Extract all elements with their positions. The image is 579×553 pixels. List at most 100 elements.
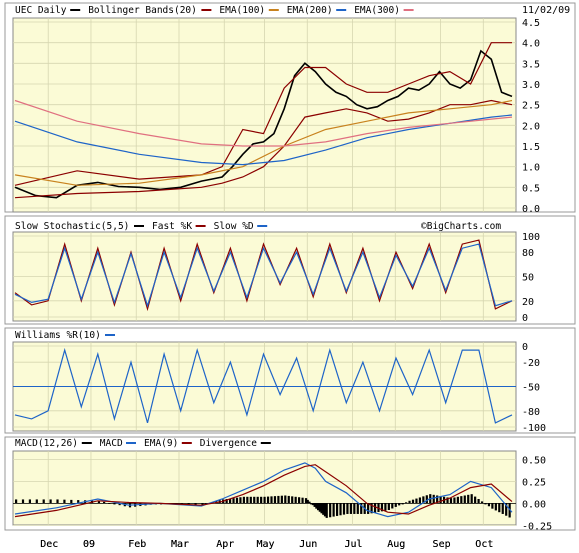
x-tick-8: Aug xyxy=(387,539,405,550)
divergence-bar-15-5 xyxy=(405,502,408,504)
series-line-3-1 xyxy=(14,464,513,518)
x-tick-0: Dec xyxy=(40,539,58,550)
y-tick-0-2: 3.5 xyxy=(522,59,540,70)
legend-label-0-1: Bollinger Bands(20) xyxy=(88,5,197,16)
legend-label-1-0: Slow Stochastic(5,5) xyxy=(15,221,129,232)
y-tick-0-5: 2.0 xyxy=(522,121,540,132)
y-tick-2-2: -50 xyxy=(522,383,540,394)
divergence-bar-8-4 xyxy=(277,495,280,504)
divergence-bar-20-1 xyxy=(494,503,497,511)
divergence-bar-13-4 xyxy=(360,503,363,514)
x-tick-10: Oct xyxy=(475,539,493,550)
watermark: ©BigCharts.com xyxy=(421,221,501,232)
divergence-bar-12-0 xyxy=(325,503,328,518)
divergence-bar-10-2 xyxy=(308,501,311,504)
divergence-bar-15-2 xyxy=(394,503,397,507)
divergence-bar-10-3 xyxy=(310,503,313,505)
divergence-bar-8-0 xyxy=(263,496,266,504)
divergence-bar-12-1 xyxy=(329,503,332,518)
x-tick-4: Apr xyxy=(216,539,234,550)
divergence-bar-11-3 xyxy=(320,503,323,514)
divergence-bar-18-3 xyxy=(460,496,463,504)
divergence-bar-1-1 xyxy=(63,499,66,504)
series-line-1-0 xyxy=(14,239,513,312)
divergence-bar-16-5 xyxy=(425,495,428,504)
x-tick-6: Jun xyxy=(299,539,317,550)
divergence-bar-11-5 xyxy=(323,503,327,517)
y-tick-1-4: 0 xyxy=(522,313,528,324)
series-line-1-1 xyxy=(14,243,513,308)
divergence-bar-18-1 xyxy=(453,497,456,504)
divergence-bar-1-2 xyxy=(70,499,73,504)
divergence-bar-10-4 xyxy=(311,503,315,506)
divergence-bar-13-1 xyxy=(349,503,352,514)
divergence-bar-6-4 xyxy=(235,497,239,504)
divergence-bar-15-4 xyxy=(401,503,404,505)
divergence-bar-16-1 xyxy=(411,499,415,504)
series-line-0-5 xyxy=(14,99,513,147)
divergence-bar-1-3 xyxy=(77,500,80,504)
legend-label-0-4: EMA(300) xyxy=(354,5,400,16)
divergence-bar-15-0 xyxy=(387,503,390,510)
y-tick-2-1: -20 xyxy=(522,358,540,369)
divergence-bar-16-2 xyxy=(415,498,418,504)
x-tick-2: Feb xyxy=(128,539,146,550)
divergence-bar-15-1 xyxy=(391,503,394,509)
x-tick-2: Feb xyxy=(128,539,146,550)
y-tick-1-3: 20 xyxy=(522,297,534,308)
divergence-bar-13-0 xyxy=(346,503,349,514)
legend-label-3-0: MACD(12,26) xyxy=(15,438,78,449)
y-tick-0-3: 3.0 xyxy=(522,80,540,91)
divergence-bar-19-5 xyxy=(487,503,491,507)
x-tick-1: 09 xyxy=(83,539,95,550)
x-tick-7: Jul xyxy=(345,539,363,550)
divergence-bar-0-1 xyxy=(21,499,25,504)
divergence-bar-17-2 xyxy=(436,495,439,504)
divergence-bar-9-2 xyxy=(291,496,294,504)
x-tick-10: Oct xyxy=(475,539,493,550)
divergence-bar-12-5 xyxy=(342,503,346,515)
divergence-bar-7-0 xyxy=(242,496,245,504)
y-tick-3-3: -0.25 xyxy=(522,521,552,532)
y-tick-2-0: 0 xyxy=(522,342,528,353)
divergence-bar-6-1 xyxy=(225,499,228,504)
x-tick-7: Jul xyxy=(345,539,363,550)
y-tick-1-2: 50 xyxy=(522,273,534,284)
divergence-bar-17-1 xyxy=(432,494,435,504)
x-tick-9: Sep xyxy=(433,539,451,550)
y-tick-0-0: 4.5 xyxy=(522,18,540,29)
y-tick-3-0: 0.50 xyxy=(522,455,546,466)
divergence-bar-0-5 xyxy=(49,499,52,504)
divergence-bar-7-4 xyxy=(256,496,259,504)
x-tick-9: Sep xyxy=(433,539,451,550)
series-line-0-3 xyxy=(14,99,513,186)
divergence-bar-10-5 xyxy=(313,503,316,507)
legend-label-3-1: MACD xyxy=(100,438,123,449)
y-tick-3-2: 0.00 xyxy=(522,499,546,510)
y-tick-3-1: 0.25 xyxy=(522,477,546,488)
divergence-bar-4-5 xyxy=(194,503,197,505)
x-tick-5: May xyxy=(257,539,275,550)
legend-label-0-0: UEC Daily xyxy=(15,5,67,16)
divergence-bar-2-3 xyxy=(113,503,116,505)
divergence-bar-20-2 xyxy=(498,503,501,513)
divergence-bar-8-1 xyxy=(266,496,270,504)
legend-label-1-2: Slow %D xyxy=(214,221,254,232)
divergence-bar-0-4 xyxy=(42,499,45,504)
divergence-bar-13-2 xyxy=(353,503,356,514)
legend-label-0-2: EMA(100) xyxy=(219,5,265,16)
y-tick-0-1: 4.0 xyxy=(522,39,540,50)
divergence-bar-7-2 xyxy=(249,496,252,504)
divergence-bar-9-5 xyxy=(301,497,304,504)
divergence-bar-16-4 xyxy=(422,496,425,504)
divergence-bar-11-2 xyxy=(318,503,321,512)
divergence-bar-14-1 xyxy=(370,503,373,514)
divergence-bar-14-0 xyxy=(367,503,370,514)
divergence-bar-14-4 xyxy=(380,503,384,512)
divergence-bar-14-5 xyxy=(384,503,387,511)
divergence-bar-14-2 xyxy=(373,503,377,513)
y-tick-0-9: 0.0 xyxy=(522,204,540,215)
y-tick-1-1: 80 xyxy=(522,248,534,259)
